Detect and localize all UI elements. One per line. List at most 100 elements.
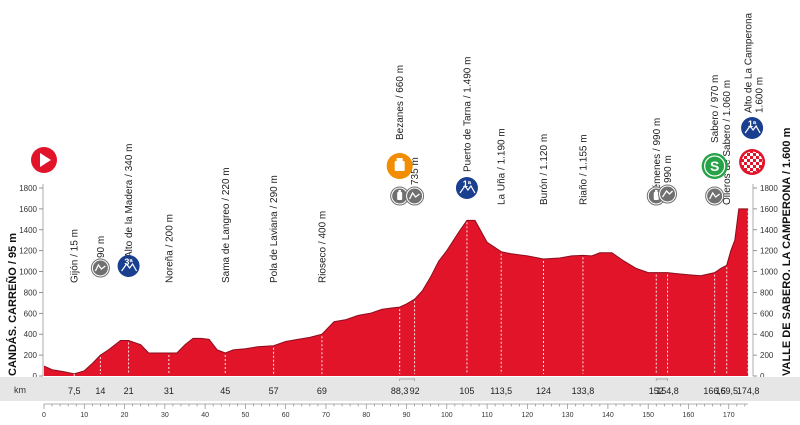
feed-bag-icon (394, 161, 405, 171)
waypoint-km-label: 45 (220, 386, 230, 396)
waypoint-km-label: 105 (459, 386, 474, 396)
climb-category-label: 1ª (463, 179, 472, 189)
waypoint-km-label: 154,8 (656, 386, 679, 396)
waypoint-label: Alto de la Madera / 340 m (124, 143, 135, 258)
waypoint-label: Sabero / 970 m (710, 75, 721, 143)
y-tick-label-left: 200 (24, 351, 38, 360)
y-tick-label-left: 1800 (19, 184, 37, 193)
waypoint-km-label: 57 (269, 386, 279, 396)
x-tick-label: 70 (322, 412, 330, 419)
waypoint-label: Rioseco / 400 m (317, 211, 328, 283)
waypoint-label: 990 m (663, 155, 674, 183)
y-tick-label-left: 400 (24, 330, 38, 339)
waypoint-label: Crémenes / 990 m (652, 118, 663, 200)
x-tick-label: 60 (282, 412, 290, 419)
waypoint-label: Riaño / 1.155 m (578, 134, 589, 205)
climb-category-label: 3ª (124, 257, 133, 267)
waypoint-km-label: 21 (124, 386, 134, 396)
waypoint-label: Olleros de Sabero / 1.060 m (722, 80, 733, 205)
waypoint-label: Gijón / 15 m (70, 229, 81, 283)
descent-icon (94, 263, 106, 272)
waypoint-label: La Uña / 1.190 m (497, 128, 508, 205)
waypoint-label: 735 m (410, 157, 421, 185)
water-bottle-cap-icon (398, 190, 401, 192)
waypoint-km-label: 14 (95, 386, 105, 396)
start-location-label: CANDÁS. CARREÑO / 95 m (6, 233, 19, 376)
x-tick-label: 120 (522, 412, 534, 419)
climb-badge-alto-madera: 3ª (117, 255, 140, 277)
x-tick-label: 20 (121, 412, 129, 419)
waypoint-km-label: 169,5 (715, 386, 738, 396)
y-tick-label-right: 1800 (760, 184, 778, 193)
y-tick-label-left: 0 (33, 372, 38, 381)
y-tick-label-right: 400 (760, 330, 774, 339)
y-tick-label-right: 800 (760, 288, 774, 297)
waypoint-km-label: 133,8 (572, 386, 595, 396)
waypoint-km-label: 166,5 (703, 386, 726, 396)
x-tick-label: 170 (723, 412, 735, 419)
climb-category-label: 1ª (748, 119, 757, 129)
y-tick-label-left: 600 (24, 309, 38, 318)
x-tick-label: 30 (161, 412, 169, 419)
bonus-sprint-icon-km155-disc (660, 186, 676, 202)
descent-icon-sabero (705, 186, 725, 206)
waypoint-label: Noreña / 200 m (164, 214, 175, 283)
x-tick-label: 40 (201, 412, 209, 419)
bonus-sprint-icon-km155 (658, 184, 678, 204)
feed-zone-icon (386, 153, 413, 179)
feed-bag-top-icon (396, 158, 403, 161)
waypoint-km-label: 124 (536, 386, 551, 396)
finish-flag-icon (739, 149, 766, 175)
km-bracket (399, 378, 415, 381)
profile-area (44, 208, 749, 376)
waypoint-km-label: 152 (649, 386, 664, 396)
km-label: km (14, 385, 26, 395)
descent-icon (408, 191, 420, 200)
y-tick-label-right: 600 (760, 309, 774, 318)
waypoint-label: Puerto de Tarna / 1.490 m (462, 57, 473, 172)
y-tick-label-left: 1600 (19, 205, 37, 214)
x-tick-label: 160 (683, 412, 695, 419)
bonus-sprint-icon (661, 189, 673, 198)
x-tick-label: 150 (642, 412, 654, 419)
start-arrow-icon (40, 153, 51, 167)
waypoint-label: Alto de La Camperona (744, 12, 755, 113)
water-bottle-icon (653, 192, 659, 200)
waypoint-km-label: 92 (410, 386, 420, 396)
waypoint-label-elevation: 1.600 m (755, 77, 766, 113)
climb-badge-camperona: 1ª (741, 117, 764, 139)
y-tick-label-left: 1000 (19, 268, 37, 277)
water-bottle-cap-icon (655, 190, 658, 192)
descent-icon-km14 (90, 258, 110, 278)
intermediate-sprint-icon: S (701, 153, 728, 179)
y-tick-label-left: 1200 (19, 247, 37, 256)
x-tick-label: 10 (80, 412, 88, 419)
x-tick-label: 80 (362, 412, 370, 419)
y-tick-label-right: 200 (760, 351, 774, 360)
y-tick-label-right: 1400 (760, 226, 778, 235)
start-play-icon (31, 147, 57, 173)
profile-outline (43, 208, 749, 375)
finish-checker (741, 151, 763, 173)
descent-icon-km92 (405, 186, 425, 206)
waypoint-label: Bezanes / 660 m (395, 65, 406, 140)
waypoint-km-label: 69 (317, 386, 327, 396)
y-tick-label-right: 1200 (760, 247, 778, 256)
finish-location-label: VALLE DE SABERO. LA CAMPERONA / 1.600 m (781, 127, 793, 376)
waypoint-km-label: 174,8 (737, 386, 760, 396)
x-tick-label: 140 (602, 412, 614, 419)
y-tick-label-right: 0 (760, 372, 765, 381)
x-tick-label: 110 (481, 412, 492, 419)
waypoint-label: 90 m (96, 236, 107, 258)
x-tick-label: 100 (441, 412, 453, 419)
km-bracket (655, 378, 668, 381)
y-tick-label-right: 1600 (760, 205, 778, 214)
sprint-ring (704, 155, 726, 177)
waypoint-label: Sama de Langreo / 220 m (221, 167, 232, 283)
sprint-letter: S (710, 158, 719, 174)
x-tick-label: 50 (242, 412, 250, 419)
waypoint-label: Burón / 1.120 m (539, 134, 550, 205)
x-tick-label: 90 (403, 412, 411, 419)
